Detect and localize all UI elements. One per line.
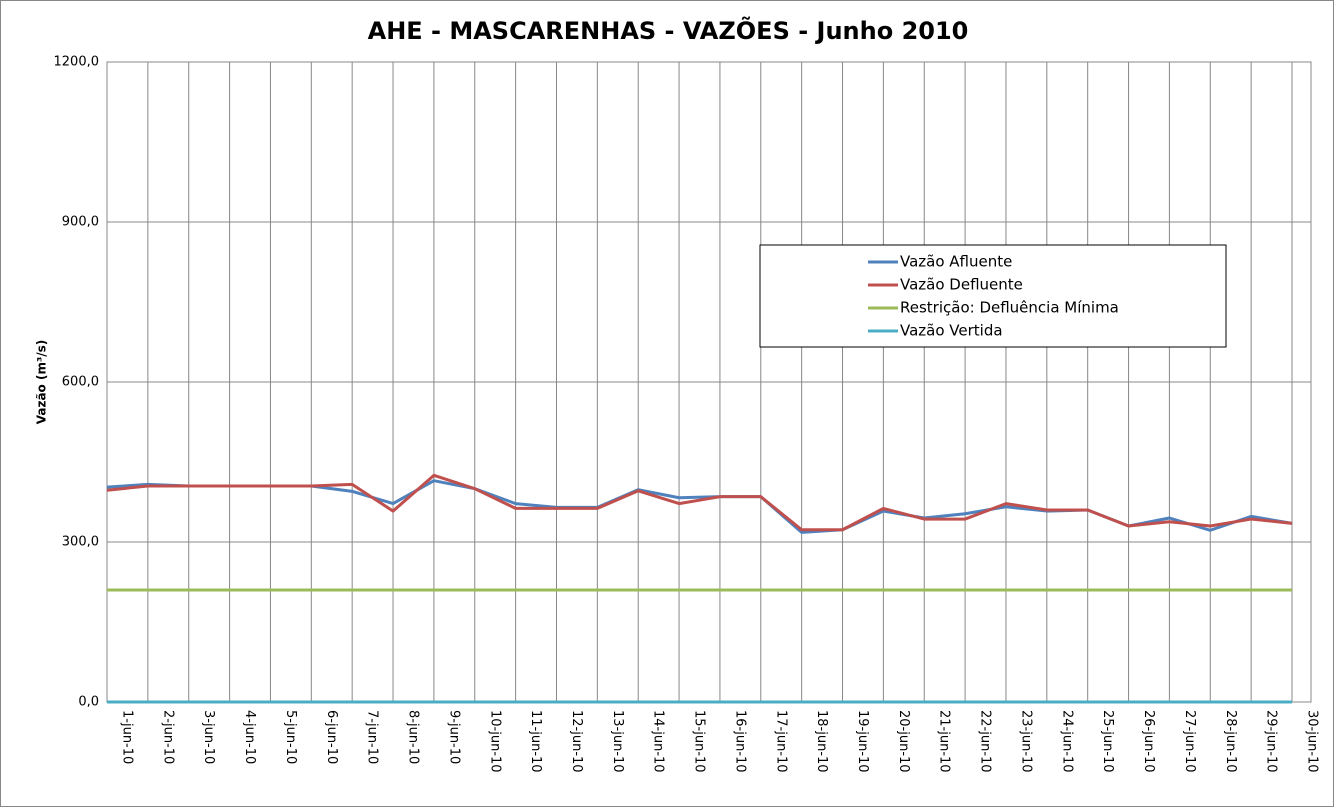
x-tick-label: 2-jun-10 xyxy=(160,710,175,764)
legend-box xyxy=(759,244,1227,348)
x-tick-label: 18-jun-10 xyxy=(814,710,829,773)
x-tick-label: 14-jun-10 xyxy=(651,710,666,773)
x-tick-label: 25-jun-10 xyxy=(1100,710,1115,773)
x-tick-label: 22-jun-10 xyxy=(978,710,993,773)
y-tick-label: 300,0 xyxy=(62,535,99,550)
x-tick-label: 8-jun-10 xyxy=(406,710,421,764)
x-tick-label: 27-jun-10 xyxy=(1182,710,1197,773)
x-tick-label: 29-jun-10 xyxy=(1264,710,1279,773)
x-tick-label: 28-jun-10 xyxy=(1223,710,1238,773)
legend-label: Vazão Defluente xyxy=(900,276,1023,294)
x-tick-label: 24-jun-10 xyxy=(1059,710,1074,773)
x-tick-label: 15-jun-10 xyxy=(692,710,707,773)
legend-label: Restrição: Defluência Mínima xyxy=(900,299,1119,317)
x-tick-label: 4-jun-10 xyxy=(242,710,257,764)
y-tick-label: 1200,0 xyxy=(54,55,100,70)
x-tick-label: 10-jun-10 xyxy=(487,710,502,773)
x-tick-label: 13-jun-10 xyxy=(610,710,625,773)
chart-title: AHE - MASCARENHAS - VAZÕES - Junho 2010 xyxy=(368,15,969,45)
x-tick-label: 19-jun-10 xyxy=(855,710,870,773)
x-tick-label: 1-jun-10 xyxy=(120,710,135,764)
y-tick-label: 900,0 xyxy=(62,215,99,230)
x-tick-label: 17-jun-10 xyxy=(773,710,788,773)
y-axis-label: Vazão (m³/s) xyxy=(35,340,49,425)
x-tick-label: 26-jun-10 xyxy=(1141,710,1156,773)
x-tick-label: 7-jun-10 xyxy=(365,710,380,764)
x-tick-label: 30-jun-10 xyxy=(1305,710,1320,773)
x-tick-label: 21-jun-10 xyxy=(937,710,952,773)
x-tick-label: 5-jun-10 xyxy=(283,710,298,764)
y-tick-label: 0,0 xyxy=(78,695,99,710)
x-tick-label: 6-jun-10 xyxy=(324,710,339,764)
series-line xyxy=(106,473,1293,532)
x-tick-label: 11-jun-10 xyxy=(528,710,543,773)
x-tick-label: 9-jun-10 xyxy=(446,710,461,764)
x-tick-label: 23-jun-10 xyxy=(1018,710,1033,773)
x-tick-label: 20-jun-10 xyxy=(896,710,911,773)
x-tick-label: 16-jun-10 xyxy=(732,710,747,773)
y-tick-label: 600,0 xyxy=(62,375,99,390)
legend-label: Vazão Afluente xyxy=(900,253,1012,271)
legend-label: Vazão Vertida xyxy=(900,322,1003,340)
x-tick-label: 12-jun-10 xyxy=(569,710,584,773)
x-tick-label: 3-jun-10 xyxy=(201,710,216,764)
